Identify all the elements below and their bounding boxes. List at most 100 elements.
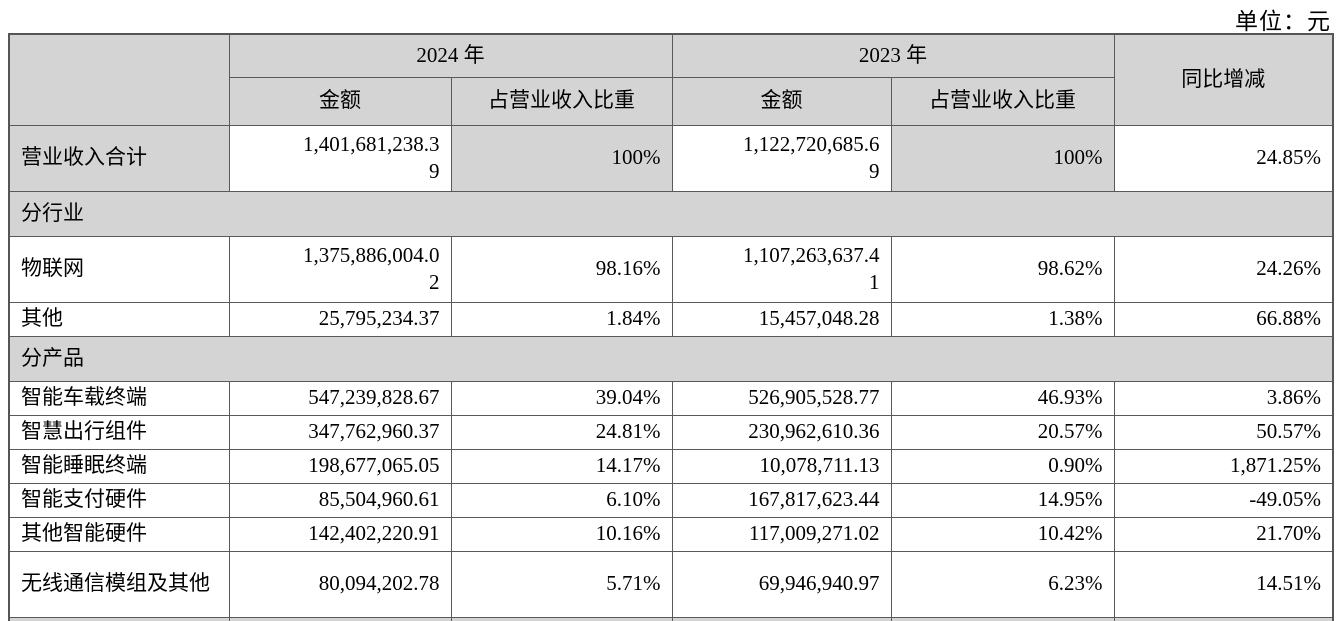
cell-yoy: 1,871.25% [1113,448,1334,484]
amount-value: 1,122,720,685.69 [743,131,880,183]
cell-ratio-2023: 1.38% [890,301,1115,337]
cell-ratio-2024: 39.04% [450,380,673,416]
table-row: 分行业 [8,190,1334,237]
table-header: 2024 年 2023 年 同比增减 金额 占营业收入比重 金额 占营业收入比重 [8,33,1334,126]
unit-label: 单位：元 [1235,9,1331,34]
cell-amount-2023: 526,905,528.77 [671,380,892,416]
row-label: 其他 [8,301,230,337]
header-row-years: 2024 年 2023 年 同比增减 [8,33,1334,126]
amount-value: 25,795,234.37 [318,306,440,331]
amount-value: 15,457,048.28 [758,306,880,331]
row-label: 智能车载终端 [8,380,230,416]
cell-ratio-2024: 100% [450,124,673,192]
cell-ratio-2024: 6.10% [450,482,673,518]
row-label: 智能睡眠终端 [8,448,230,484]
cell-ratio-2023: 6.23% [890,550,1115,618]
cell-ratio-2024: 98.16% [450,235,673,303]
clipped-next-row [8,616,1334,621]
amount-value: 10,078,711.13 [759,453,880,478]
row-label: 智慧出行组件 [8,414,230,450]
cell-yoy: -49.05% [1113,482,1334,518]
cell-ratio-2023: 46.93% [890,380,1115,416]
cell-amount-2023: 15,457,048.28 [671,301,892,337]
table-footer [8,616,1334,621]
amount-value: 1,107,263,637.41 [743,242,880,294]
table-row: 无线通信模组及其他 80,094,202.78 5.71% 69,946,940.97… [8,550,1334,618]
amount-value: 167,817,623.44 [748,487,880,512]
cell-amount-2024: 198,677,065.05 [228,448,452,484]
amount-value: 547,239,828.67 [308,385,440,410]
cell-yoy: 24.85% [1113,124,1334,192]
amount-value: 80,094,202.78 [318,571,440,596]
cell-amount-2023: 1,122,720,685.69 [671,124,892,192]
amount-value: 1,401,681,238.39 [303,131,440,183]
row-label: 其他智能硬件 [8,516,230,552]
cell-yoy: 50.57% [1113,414,1334,450]
cell-ratio-2023: 0.90% [890,448,1115,484]
corner-cell [8,33,230,126]
col-yoy: 同比增减 [1113,33,1334,126]
amount-value: 230,962,610.36 [748,419,880,444]
cell-ratio-2023: 14.95% [890,482,1115,518]
table-row: 分产品 [8,335,1334,382]
cell-ratio-2023: 10.42% [890,516,1115,552]
cell-ratio-2023: 20.57% [890,414,1115,450]
amount-value: 85,504,960.61 [318,487,440,512]
row-label: 智能支付硬件 [8,482,230,518]
cell-yoy: 24.26% [1113,235,1334,303]
amount-value: 117,009,271.02 [749,521,880,546]
table-row: 智慧出行组件 347,762,960.37 24.81% 230,962,610.36… [8,414,1334,450]
amount-value: 1,375,886,004.02 [303,242,440,294]
cell-amount-2024: 347,762,960.37 [228,414,452,450]
cell-amount-2024: 1,401,681,238.39 [228,124,452,192]
table-row: 智能支付硬件 85,504,960.61 6.10% 167,817,623.44 14… [8,482,1334,518]
table-row: 其他 25,795,234.37 1.84% 15,457,048.28 1.38% 66… [8,301,1334,337]
section-label: 分产品 [8,335,1334,382]
amount-value: 198,677,065.05 [308,453,440,478]
cell-yoy: 66.88% [1113,301,1334,337]
cell-ratio-2024: 5.71% [450,550,673,618]
table-row: 其他智能硬件 142,402,220.91 10.16% 117,009,271.02… [8,516,1334,552]
cell-amount-2023: 117,009,271.02 [671,516,892,552]
cell-amount-2023: 1,107,263,637.41 [671,235,892,303]
cell-ratio-2023: 98.62% [890,235,1115,303]
cell-yoy: 14.51% [1113,550,1334,618]
amount-value: 142,402,220.91 [308,521,440,546]
cell-amount-2024: 1,375,886,004.02 [228,235,452,303]
cell-amount-2024: 85,504,960.61 [228,482,452,518]
revenue-table: 2024 年 2023 年 同比增减 金额 占营业收入比重 金额 占营业收入比重… [8,33,1334,621]
cell-yoy: 3.86% [1113,380,1334,416]
amount-value: 526,905,528.77 [748,385,880,410]
cell-ratio-2024: 14.17% [450,448,673,484]
col-group-2023: 2023 年 [671,33,1115,78]
cell-ratio-2024: 24.81% [450,414,673,450]
table-row: 物联网 1,375,886,004.02 98.16% 1,107,263,637.4… [8,235,1334,303]
col-ratio-2024: 占营业收入比重 [450,76,673,126]
col-amount-2024: 金额 [228,76,452,126]
cell-amount-2024: 80,094,202.78 [228,550,452,618]
cell-amount-2024: 142,402,220.91 [228,516,452,552]
col-group-2024: 2024 年 [228,33,673,78]
cell-yoy: 21.70% [1113,516,1334,552]
cell-amount-2023: 10,078,711.13 [671,448,892,484]
amount-value: 69,946,940.97 [758,571,880,596]
table-row: 营业收入合计 1,401,681,238.39 100% 1,122,720,685.… [8,124,1334,192]
row-label: 营业收入合计 [8,124,230,192]
cell-ratio-2023: 100% [890,124,1115,192]
cell-amount-2024: 547,239,828.67 [228,380,452,416]
section-label: 分行业 [8,190,1334,237]
col-amount-2023: 金额 [671,76,892,126]
col-ratio-2023: 占营业收入比重 [890,76,1115,126]
cell-ratio-2024: 1.84% [450,301,673,337]
table-body: 营业收入合计 1,401,681,238.39 100% 1,122,720,685.… [8,124,1334,618]
cell-amount-2024: 25,795,234.37 [228,301,452,337]
cell-amount-2023: 69,946,940.97 [671,550,892,618]
row-label: 物联网 [8,235,230,303]
cell-amount-2023: 167,817,623.44 [671,482,892,518]
cell-ratio-2024: 10.16% [450,516,673,552]
amount-value: 347,762,960.37 [308,419,440,444]
table-row: 智能车载终端 547,239,828.67 39.04% 526,905,528.77… [8,380,1334,416]
cell-amount-2023: 230,962,610.36 [671,414,892,450]
header-row-measures: 金额 占营业收入比重 金额 占营业收入比重 [9,76,1333,126]
